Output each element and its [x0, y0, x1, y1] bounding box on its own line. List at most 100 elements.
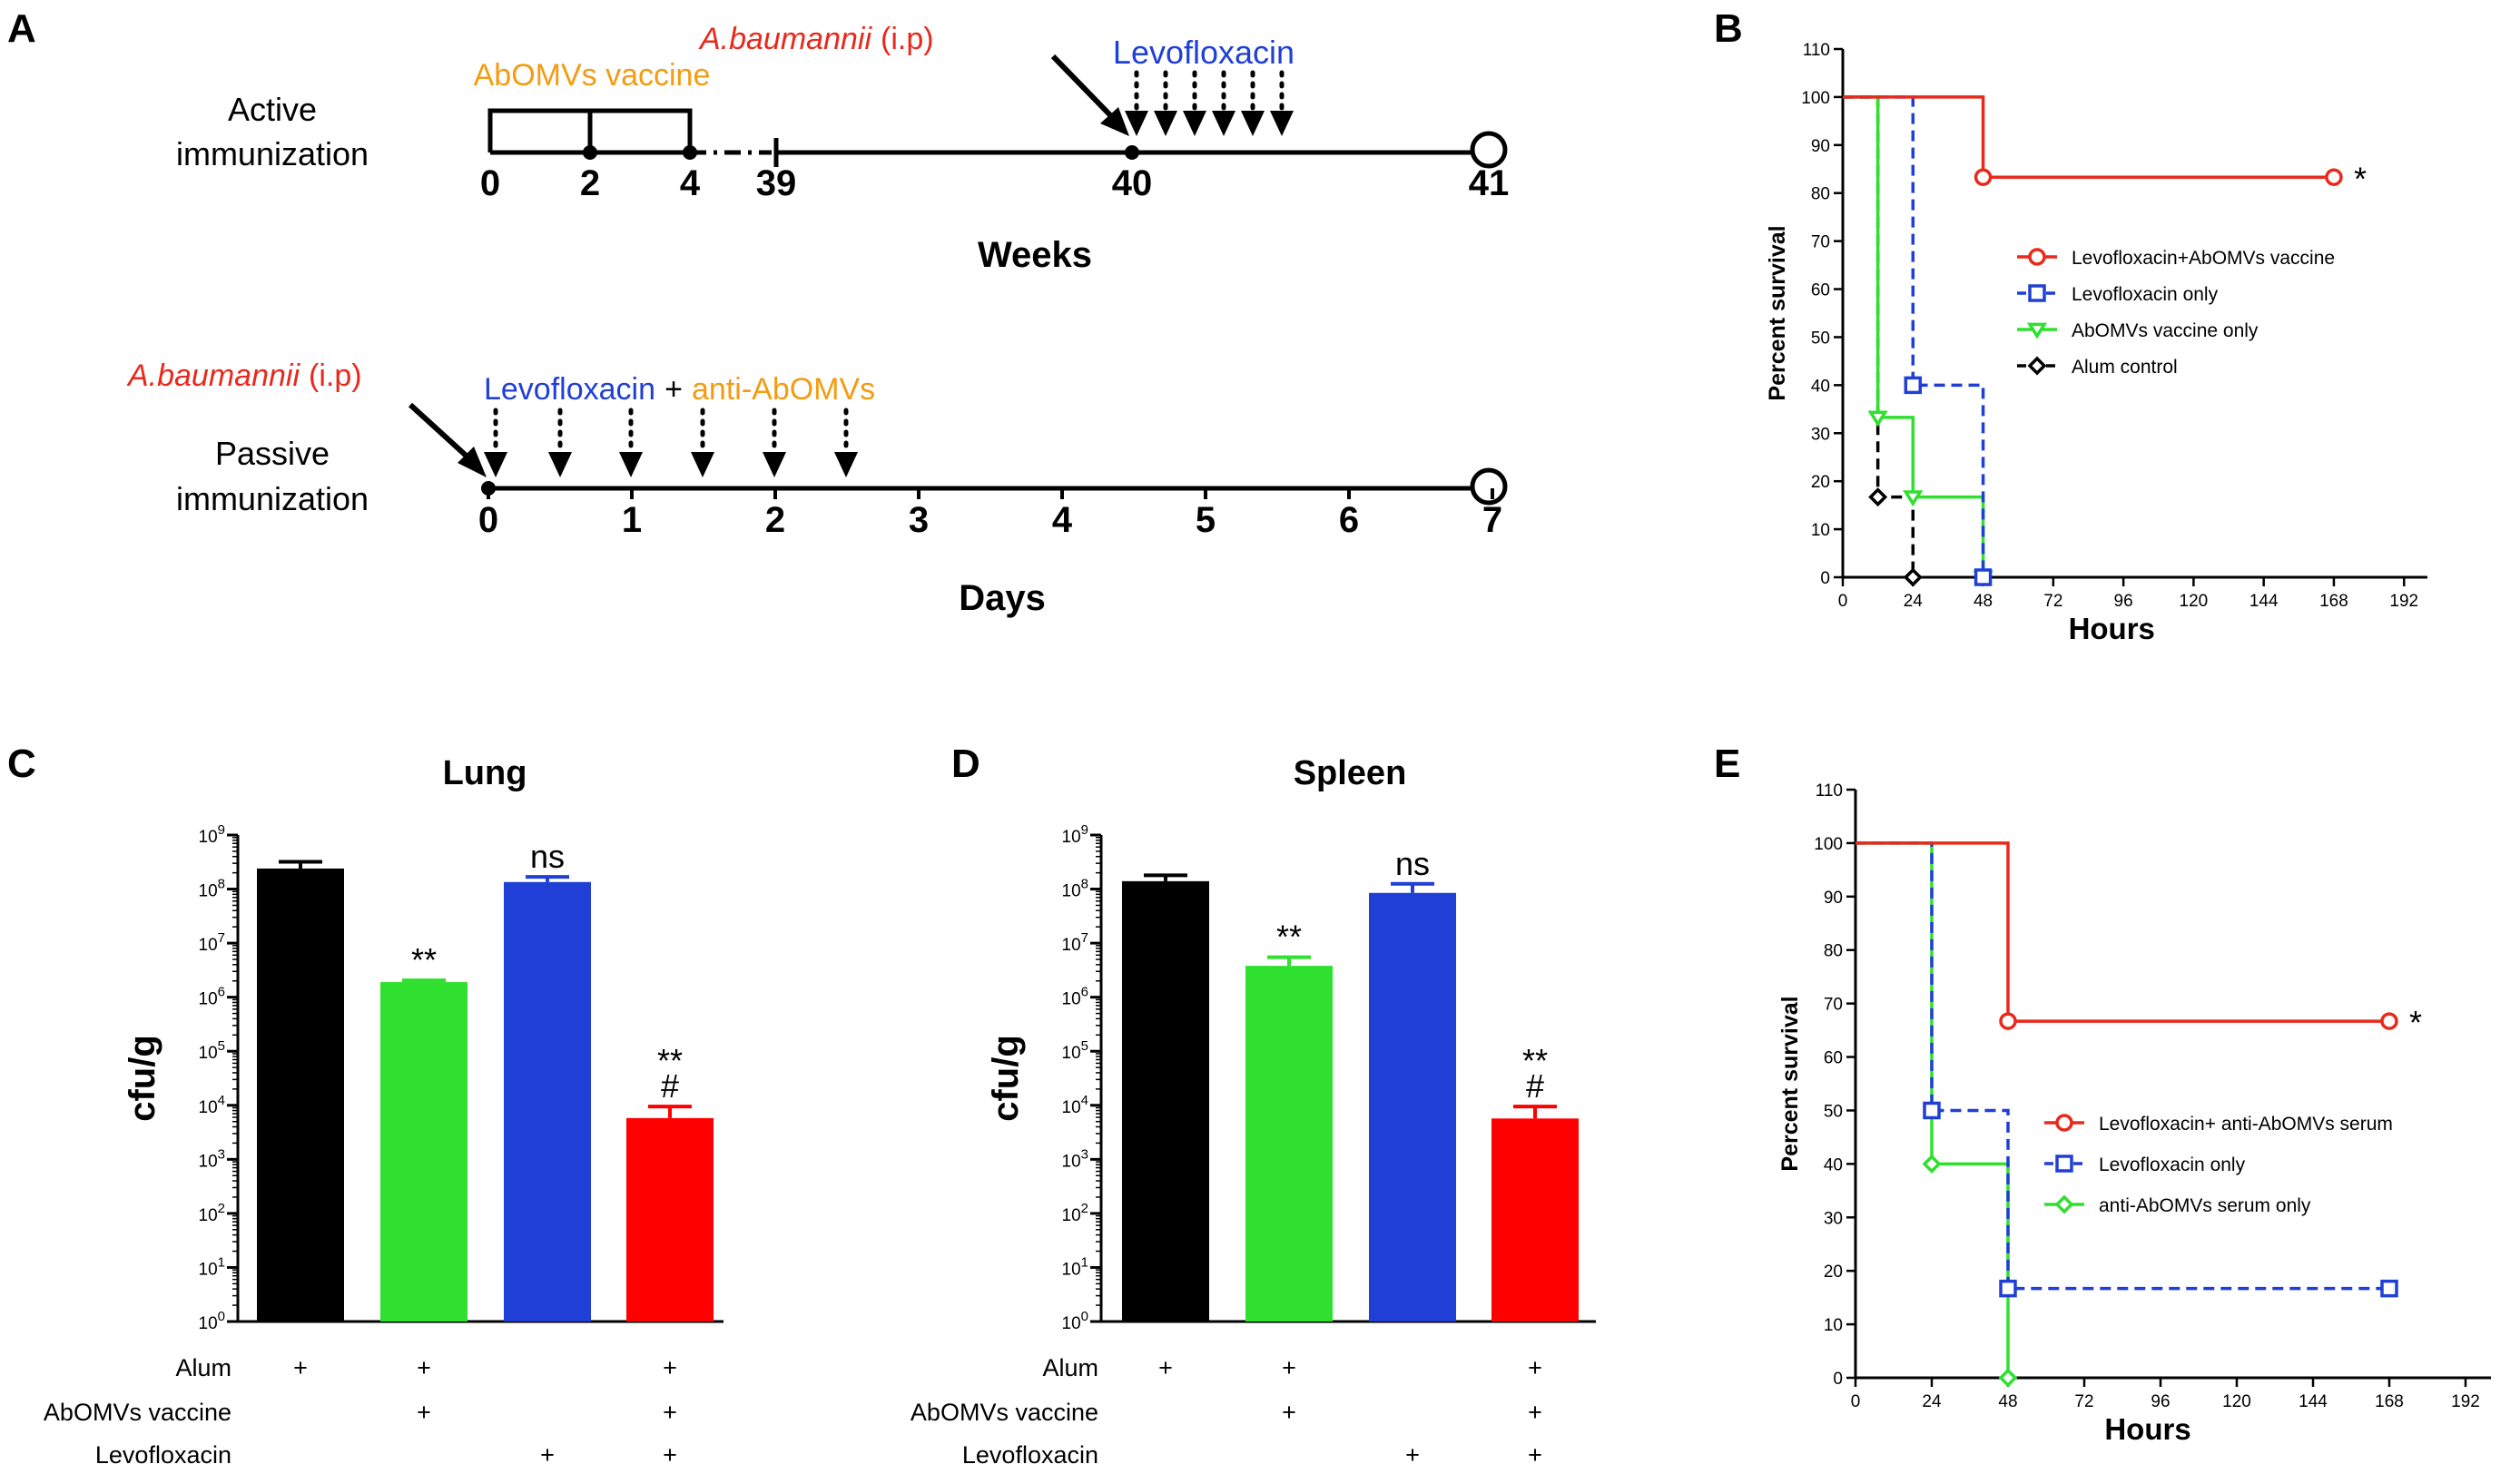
- data-point-marker: [1904, 376, 1923, 395]
- y-tick-label: 60: [1811, 281, 1830, 300]
- y-tick-label: 70: [1824, 996, 1843, 1015]
- treatment-row-label: AbOMVs vaccine: [911, 1399, 1098, 1426]
- x-tick-label: 120: [2180, 592, 2209, 611]
- passive-dose-arrows: [484, 408, 858, 477]
- data-point-marker: [1998, 1368, 2018, 1388]
- y-tick-label: 10: [1824, 1316, 1843, 1335]
- data-point-marker: [1999, 1279, 2017, 1298]
- y-tick-label: 90: [1811, 137, 1830, 156]
- panel-a-timelines: Active immunization AbOMVs vaccine A.bau…: [126, 22, 1509, 618]
- dose-arrowhead: [484, 452, 507, 477]
- treatment-marker: +: [293, 1354, 308, 1381]
- data-point-marker: [2380, 1279, 2398, 1298]
- treatment-marker: +: [1158, 1354, 1173, 1381]
- dose-arrowhead: [763, 452, 786, 477]
- x-tick-label: 144: [2249, 592, 2279, 611]
- panel-e-survival-chart: 0 10 20 30 40 50 60 70 80 90 100 110 0 24 48 72 96 120 144…: [1777, 781, 2491, 1446]
- significance-annotation: **: [1522, 1042, 1548, 1079]
- y-tick-label: 105: [199, 1038, 225, 1063]
- treatment-marker: +: [663, 1441, 677, 1469]
- data-point-marker: [1974, 168, 1993, 187]
- x-tick-label: 24: [1922, 1392, 1942, 1411]
- x-tick-label: 72: [2074, 1392, 2093, 1411]
- bar: [626, 1117, 714, 1322]
- dose-arrowhead: [1270, 111, 1294, 136]
- significance-annotation: **: [657, 1042, 683, 1079]
- passive-tick-label: 0: [478, 500, 498, 540]
- y-axis-title: cfu/g: [123, 1035, 162, 1122]
- active-treatment-label: Levofloxacin: [1113, 34, 1294, 71]
- x-tick-label: 48: [1998, 1392, 2017, 1411]
- treatment-marker: +: [1528, 1441, 1542, 1469]
- x-tick-label: 96: [2114, 592, 2133, 611]
- vaccine-dose-dot: [583, 145, 597, 160]
- data-point-marker: [2027, 356, 2047, 376]
- y-tick-label: 80: [1811, 185, 1830, 204]
- y-tick-label: 109: [1062, 822, 1088, 847]
- challenge-arrow: [1050, 54, 1117, 123]
- y-axis-title: Percent survival: [1777, 996, 1803, 1171]
- y-axis-title: cfu/g: [986, 1035, 1026, 1122]
- significance-annotation: ns: [1395, 845, 1430, 882]
- data-point-marker: [2325, 168, 2343, 187]
- passive-challenge-label: A.baumannii: [126, 359, 300, 393]
- legend-label: AbOMVs vaccine only: [2072, 320, 2259, 341]
- legend-label: Alum control: [2072, 357, 2178, 378]
- treatment-marker: +: [540, 1441, 555, 1469]
- data-point-marker: [1923, 1101, 1941, 1120]
- y-tick-label: 102: [199, 1201, 225, 1225]
- passive-endpoint-circle: [1470, 467, 1508, 506]
- y-tick-label: 100: [1062, 1309, 1088, 1333]
- passive-label-line1: Passive: [215, 435, 330, 472]
- bar: [257, 868, 344, 1322]
- legend-label: anti-AbOMVs serum only: [2099, 1195, 2311, 1216]
- significance-annotation: **: [411, 941, 437, 978]
- dose-arrowhead: [1183, 111, 1206, 136]
- treatment-row-label: Alum: [175, 1354, 231, 1381]
- vaccine-dose-dot: [683, 145, 697, 160]
- y-tick-label: 108: [199, 877, 225, 901]
- passive-tick-labels: 0 1 2 3 4 5 6 7: [478, 488, 1502, 540]
- dose-arrowhead: [548, 452, 572, 477]
- y-tick-label: 70: [1811, 233, 1830, 252]
- dose-arrowhead: [619, 452, 643, 477]
- treatment-marker: +: [1282, 1399, 1296, 1426]
- x-tick-label: 96: [2151, 1392, 2170, 1411]
- y-tick-label: 108: [1062, 877, 1088, 901]
- data-point-marker: [1868, 487, 1888, 507]
- panel-d-spleen-bar-chart: Spleen 100 101 102 103 104 105 106 107 108 109 cfu/…: [911, 754, 1596, 1469]
- dose-arrowhead: [1154, 111, 1177, 136]
- y-tick-label: 30: [1811, 425, 1830, 444]
- significance-annotation: ns: [530, 838, 565, 875]
- y-tick-label: 50: [1824, 1102, 1843, 1121]
- y-tick-label: 103: [1062, 1146, 1088, 1171]
- y-tick-label: 50: [1811, 329, 1830, 348]
- treatment-row-label: AbOMVs vaccine: [44, 1399, 231, 1426]
- y-tick-label: 110: [1816, 781, 1843, 801]
- x-tick-label: 192: [2389, 592, 2418, 611]
- data-point-marker: [1974, 568, 1993, 586]
- y-tick-label: 104: [199, 1093, 225, 1117]
- x-axis-title: Hours: [2104, 1412, 2190, 1446]
- y-tick-label: 40: [1811, 377, 1830, 396]
- active-tick-label: 39: [756, 163, 797, 203]
- passive-challenge-arrow: [408, 402, 475, 464]
- passive-tick-label: 7: [1482, 500, 1502, 540]
- passive-tick-label: 3: [909, 500, 929, 540]
- passive-tick-label: 2: [765, 500, 785, 540]
- y-tick-label: 110: [1803, 41, 1830, 60]
- treatment-row-label: Levofloxacin: [962, 1441, 1098, 1469]
- active-challenge-route: (i.p): [881, 22, 934, 56]
- serum-label: anti-AbOMVs: [692, 372, 875, 407]
- panel-label-c: C: [7, 742, 36, 786]
- y-tick-label: 106: [199, 985, 225, 1009]
- y-tick-label: 100: [199, 1309, 225, 1333]
- y-tick-label: 90: [1824, 889, 1843, 908]
- x-tick-label: 24: [1904, 592, 1924, 611]
- x-tick-label: 168: [2375, 1392, 2404, 1411]
- x-tick-label: 0: [1851, 1392, 1861, 1411]
- data-point-marker: [1903, 490, 1924, 507]
- active-challenge-label: A.baumannii: [698, 22, 872, 56]
- treatment-marker: +: [417, 1399, 431, 1426]
